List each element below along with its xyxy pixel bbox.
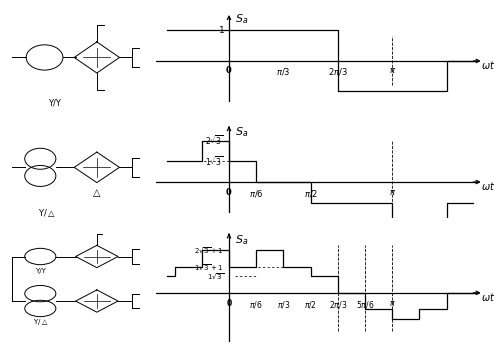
Text: $\pi/3$: $\pi/3$ (277, 298, 290, 310)
Text: 0: 0 (226, 188, 232, 197)
Text: $2\sqrt{3}$: $2\sqrt{3}$ (205, 134, 224, 148)
Text: $S_a$: $S_a$ (235, 13, 248, 27)
Text: $\omega t$: $\omega t$ (481, 291, 496, 303)
Text: $\pi$: $\pi$ (389, 188, 396, 197)
Text: $\pi/6$: $\pi/6$ (249, 298, 263, 310)
Text: $S_a$: $S_a$ (235, 125, 248, 139)
Text: $5\pi/6$: $5\pi/6$ (356, 298, 374, 310)
Text: $\pi/3$: $\pi/3$ (276, 67, 291, 77)
Text: Y/Y: Y/Y (35, 268, 46, 274)
Text: 1: 1 (219, 26, 225, 35)
Text: 0: 0 (226, 67, 232, 76)
Text: $\omega t$: $\omega t$ (481, 59, 496, 71)
Text: $\pi/2$: $\pi/2$ (304, 188, 317, 199)
Text: 0: 0 (226, 298, 232, 307)
Text: $1\sqrt{3}$: $1\sqrt{3}$ (205, 155, 224, 168)
Text: $1\sqrt{3}+1$: $1\sqrt{3}+1$ (194, 262, 224, 271)
Text: Y/$\triangle$: Y/$\triangle$ (38, 207, 57, 219)
Text: $S_a$: $S_a$ (235, 233, 248, 247)
Text: Y/Y: Y/Y (48, 99, 61, 108)
Text: $\pi$: $\pi$ (389, 67, 396, 76)
Text: $\pi$: $\pi$ (389, 298, 396, 307)
Text: $\omega t$: $\omega t$ (481, 180, 496, 192)
Text: $2\pi/3$: $2\pi/3$ (329, 298, 347, 310)
Text: $1\sqrt{3}$: $1\sqrt{3}$ (207, 271, 224, 281)
Text: $\pi/2$: $\pi/2$ (304, 298, 317, 310)
Text: Y/$\triangle$: Y/$\triangle$ (33, 317, 48, 327)
Text: $2\sqrt{3}+1$: $2\sqrt{3}+1$ (194, 245, 224, 255)
Text: $2\pi/3$: $2\pi/3$ (328, 67, 348, 77)
Text: $\triangle$: $\triangle$ (91, 187, 103, 199)
Text: $\pi/6$: $\pi/6$ (249, 188, 263, 199)
